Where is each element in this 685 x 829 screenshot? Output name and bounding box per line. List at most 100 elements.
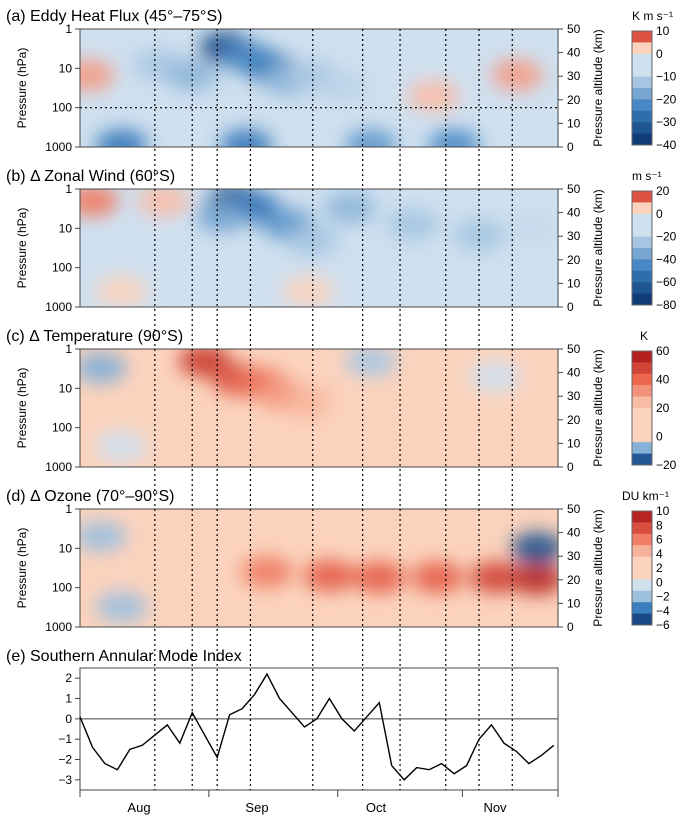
tick-label: −3 (58, 773, 72, 787)
colorbar-swatch (632, 191, 652, 203)
left-axis: 1 10 100 1000 (45, 182, 80, 314)
colorbar-swatch (632, 133, 652, 146)
tick-label: 1000 (45, 300, 72, 314)
heatmap-cell (220, 129, 273, 147)
heatmap-cell (411, 561, 464, 594)
tick-label: 40 (567, 46, 581, 60)
right-axis: 50 40 30 20 10 0 (558, 342, 581, 474)
heatmap-cell (469, 561, 522, 594)
left-axis: 2 1 0 −1 −2 −3 (58, 671, 80, 787)
colorbar-tick-label: 8 (656, 518, 663, 532)
heatmap-field (80, 29, 558, 147)
heatmap-cell (80, 520, 127, 553)
tick-label: 1 (65, 182, 72, 196)
heatmap-cell (303, 559, 356, 592)
tick-label: 30 (567, 389, 581, 403)
colorbar-swatch (632, 31, 652, 43)
plot-frame (79, 348, 559, 468)
tick-label: 2 (65, 671, 72, 685)
colorbar-tick-label: 0 (656, 575, 663, 589)
colorbar-swatch (632, 110, 652, 123)
heatmap-cell (80, 189, 119, 217)
panel-e: (e) Southern Annular Mode Index 2 1 0 −1 −2 −… (6, 648, 559, 791)
tick-label: 0 (567, 460, 574, 474)
month-label: Nov (483, 800, 507, 815)
heatmap-cell (428, 129, 481, 147)
tick-label: 10 (567, 596, 581, 610)
tick-label: 50 (567, 342, 581, 356)
colorbar: 20 0 −20 −40 −60 −80 (631, 184, 677, 312)
colorbar: 10 0 −10 −20 −30 −40 (631, 24, 677, 152)
tick-label: 20 (567, 253, 581, 267)
tick-label: 20 (567, 413, 581, 427)
colorbar-swatch (632, 442, 652, 455)
colorbar-tick-label: −40 (656, 252, 677, 266)
colorbar-swatch (632, 65, 652, 78)
heatmap-cell (353, 561, 406, 594)
colorbar-swatch (632, 533, 652, 546)
heatmap-cell (195, 200, 248, 233)
tick-label: 10 (59, 381, 73, 395)
colorbar-tick-label: −40 (656, 138, 677, 152)
month-label: Aug (127, 800, 150, 815)
colorbar-unit: K (640, 329, 648, 343)
colorbar-swatch (632, 568, 652, 580)
colorbar-swatch (632, 556, 652, 569)
colorbar-tick-label: −30 (656, 115, 677, 129)
colorbar-swatch (632, 545, 652, 558)
colorbar-swatch (632, 259, 652, 272)
heatmap-cell (386, 208, 439, 241)
heatmap-cell (511, 562, 558, 595)
colorbar-swatch (632, 202, 652, 215)
panel-title: (c) Δ Temperature (90°S) (6, 328, 183, 345)
colorbar-swatch (632, 351, 652, 363)
colorbar-tick-label: 0 (656, 47, 663, 61)
heatmap-cell (344, 129, 397, 147)
colorbar-swatch (632, 213, 652, 226)
month-axis: Aug Sep Oct Nov (79, 790, 559, 815)
colorbar-tick-label: −4 (656, 604, 670, 618)
colorbar-swatch (632, 42, 652, 55)
colorbar-tick-label: 10 (656, 504, 670, 518)
heatmap-cell (137, 189, 190, 217)
colorbar-tick-label: 40 (656, 373, 670, 387)
colorbar-swatch (632, 419, 652, 432)
tick-label: 40 (567, 366, 581, 380)
colorbar-swatch (632, 53, 652, 66)
right-axis-label: Pressure altitude (km) (591, 29, 605, 146)
colorbar-frame (631, 30, 653, 146)
panel-title: (e) Southern Annular Mode Index (6, 648, 242, 665)
heatmap-cell (315, 71, 368, 104)
heatmap-cell (365, 399, 418, 432)
tick-label: 20 (567, 93, 581, 107)
heatmap-cell (386, 52, 439, 85)
tick-label: 10 (567, 436, 581, 450)
right-axis-label: Pressure altitude (km) (591, 189, 605, 306)
tick-label: 50 (567, 182, 581, 196)
tick-label: −2 (58, 753, 72, 767)
tick-label: 1000 (45, 620, 72, 634)
tick-label: 100 (52, 421, 72, 435)
heatmap-cell (428, 409, 481, 442)
right-axis: 50 40 30 20 10 0 (558, 182, 581, 314)
heatmap-cell (490, 59, 543, 92)
sam-series-line (79, 672, 555, 781)
colorbar-swatch (632, 99, 652, 112)
tick-label: 100 (52, 581, 72, 595)
heatmap-cell (469, 360, 522, 393)
colorbar-tick-label: 20 (656, 184, 670, 198)
left-axis: 1 10 100 1000 (45, 502, 80, 634)
tick-label: −1 (58, 732, 72, 746)
tick-label: 10 (59, 541, 73, 555)
colorbar-swatch (632, 282, 652, 295)
colorbar-swatch (632, 385, 652, 398)
right-axis: 50 40 30 20 10 0 (558, 22, 581, 154)
colorbar-tick-label: −20 (656, 230, 677, 244)
colorbar-swatch (632, 430, 652, 443)
heatmap-field (80, 189, 558, 307)
colorbar-frame (631, 510, 653, 626)
colorbar-tick-label: −20 (656, 458, 677, 472)
